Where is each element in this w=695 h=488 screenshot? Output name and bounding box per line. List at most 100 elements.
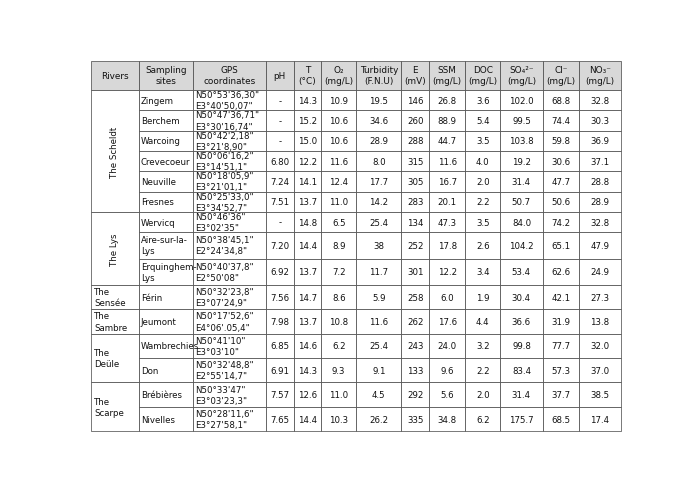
- Text: GPS
coordinates: GPS coordinates: [204, 66, 256, 86]
- Text: 31.9: 31.9: [551, 317, 571, 326]
- Text: 8.0: 8.0: [372, 157, 386, 166]
- Bar: [321, 233, 357, 259]
- Text: -: -: [278, 218, 281, 227]
- Bar: [321, 91, 357, 111]
- Text: 28.9: 28.9: [591, 198, 610, 207]
- Text: O₂
(mg/L): O₂ (mg/L): [324, 66, 353, 86]
- Bar: [500, 212, 543, 233]
- Text: 65.1: 65.1: [551, 242, 571, 250]
- Text: -: -: [278, 137, 281, 146]
- Bar: [429, 259, 466, 285]
- Bar: [138, 407, 193, 431]
- Bar: [500, 358, 543, 383]
- Text: 47.9: 47.9: [591, 242, 610, 250]
- Bar: [579, 111, 621, 131]
- Bar: [466, 212, 500, 233]
- Text: 32.8: 32.8: [591, 97, 610, 105]
- Text: 7.2: 7.2: [332, 268, 345, 277]
- Text: pH: pH: [274, 72, 286, 81]
- Text: 10.6: 10.6: [329, 117, 348, 126]
- Text: 14.3: 14.3: [298, 97, 317, 105]
- Text: 6.2: 6.2: [476, 415, 490, 424]
- Bar: [466, 61, 500, 91]
- Text: 24.9: 24.9: [591, 268, 610, 277]
- Text: N50°33'47"
E3°03'23,3": N50°33'47" E3°03'23,3": [195, 385, 247, 405]
- Text: Crevecoeur: Crevecoeur: [140, 157, 190, 166]
- Text: 288: 288: [407, 137, 423, 146]
- Bar: [138, 192, 193, 212]
- Bar: [401, 383, 429, 407]
- Bar: [321, 285, 357, 310]
- Text: 36.6: 36.6: [512, 317, 531, 326]
- Bar: [579, 358, 621, 383]
- Text: 260: 260: [407, 117, 423, 126]
- Bar: [543, 61, 579, 91]
- Text: Brébières: Brébières: [140, 390, 181, 399]
- Text: 53.4: 53.4: [512, 268, 531, 277]
- Bar: [91, 285, 138, 310]
- Text: 7.65: 7.65: [270, 415, 289, 424]
- Text: Aire-sur-la-
Lys: Aire-sur-la- Lys: [140, 236, 188, 256]
- Text: 10.9: 10.9: [329, 97, 348, 105]
- Bar: [357, 91, 401, 111]
- Text: 11.7: 11.7: [369, 268, 389, 277]
- Text: 38: 38: [373, 242, 384, 250]
- Text: 27.3: 27.3: [591, 293, 610, 302]
- Text: 24.0: 24.0: [438, 342, 457, 351]
- Text: The
Sambre: The Sambre: [94, 312, 127, 332]
- Bar: [138, 212, 193, 233]
- Text: 17.4: 17.4: [591, 415, 610, 424]
- Bar: [266, 334, 293, 358]
- Bar: [138, 285, 193, 310]
- Text: 17.8: 17.8: [438, 242, 457, 250]
- Bar: [401, 212, 429, 233]
- Bar: [429, 212, 466, 233]
- Text: 37.7: 37.7: [551, 390, 571, 399]
- Text: 62.6: 62.6: [551, 268, 571, 277]
- Bar: [266, 407, 293, 431]
- Bar: [193, 233, 266, 259]
- Text: 6.91: 6.91: [270, 366, 289, 375]
- Text: 50.7: 50.7: [512, 198, 531, 207]
- Text: The
Sensée: The Sensée: [94, 287, 126, 307]
- Bar: [321, 192, 357, 212]
- Text: 26.2: 26.2: [369, 415, 389, 424]
- Text: E
(mV): E (mV): [404, 66, 426, 86]
- Bar: [500, 285, 543, 310]
- Text: 315: 315: [407, 157, 423, 166]
- Bar: [401, 310, 429, 334]
- Bar: [500, 61, 543, 91]
- Text: 7.20: 7.20: [270, 242, 289, 250]
- Bar: [401, 111, 429, 131]
- Bar: [357, 212, 401, 233]
- Text: 31.4: 31.4: [512, 390, 531, 399]
- Bar: [266, 111, 293, 131]
- Bar: [293, 192, 321, 212]
- Text: 13.8: 13.8: [591, 317, 610, 326]
- Text: T
(°C): T (°C): [299, 66, 316, 86]
- Bar: [579, 212, 621, 233]
- Bar: [429, 152, 466, 172]
- Bar: [500, 131, 543, 152]
- Bar: [293, 91, 321, 111]
- Bar: [293, 285, 321, 310]
- Text: 11.0: 11.0: [329, 390, 348, 399]
- Text: SSM
(mg/L): SSM (mg/L): [432, 66, 461, 86]
- Text: 5.4: 5.4: [476, 117, 490, 126]
- Bar: [293, 111, 321, 131]
- Bar: [401, 407, 429, 431]
- Text: 3.5: 3.5: [476, 137, 490, 146]
- Text: 16.7: 16.7: [438, 178, 457, 186]
- Bar: [579, 91, 621, 111]
- Text: N50°41'10"
E3°03'10": N50°41'10" E3°03'10": [195, 336, 246, 356]
- Bar: [357, 259, 401, 285]
- Bar: [500, 111, 543, 131]
- Bar: [266, 285, 293, 310]
- Bar: [466, 233, 500, 259]
- Text: 7.57: 7.57: [270, 390, 289, 399]
- Bar: [138, 91, 193, 111]
- Text: 305: 305: [407, 178, 423, 186]
- Bar: [429, 358, 466, 383]
- Bar: [401, 131, 429, 152]
- Bar: [543, 310, 579, 334]
